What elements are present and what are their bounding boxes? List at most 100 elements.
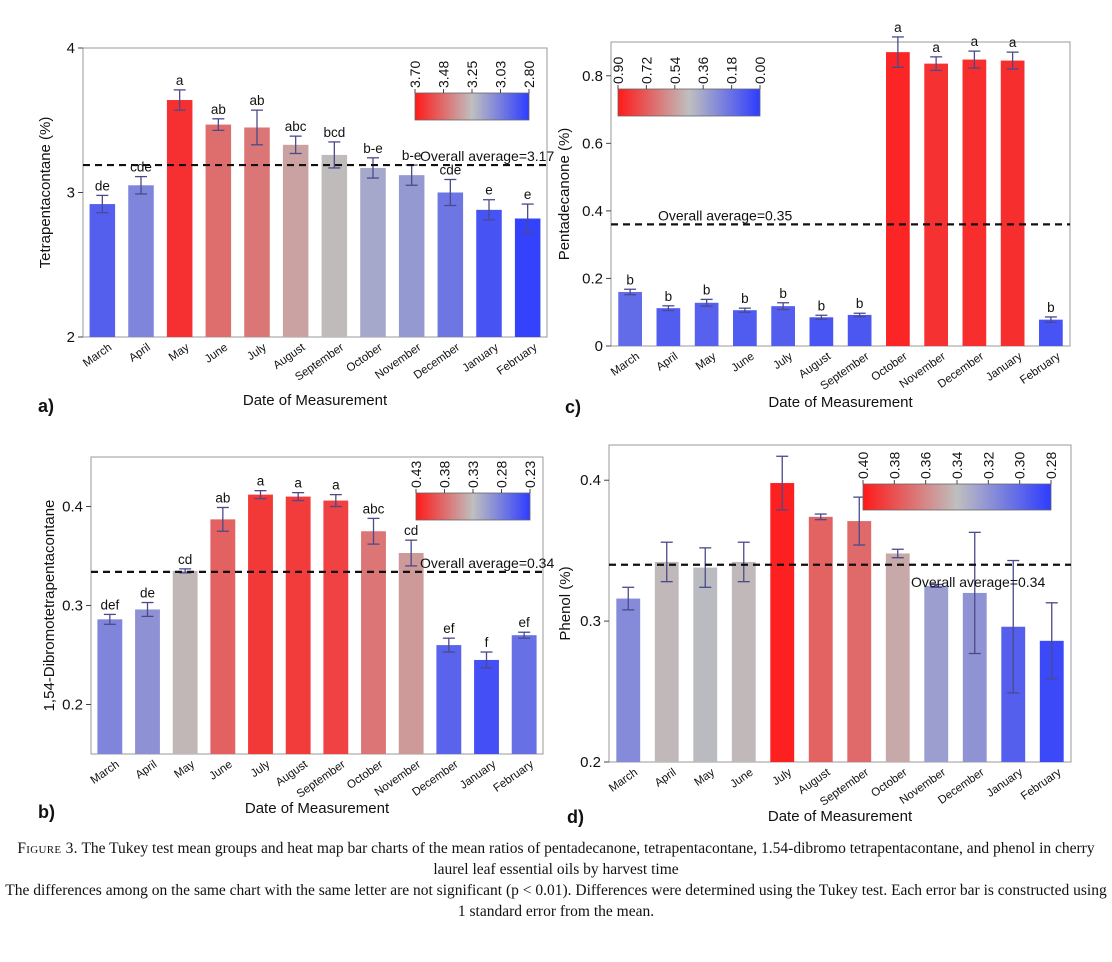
x-axis-label: Date of Measurement [768,394,913,411]
panel-label: c) [565,397,581,417]
panel-label: b) [38,802,55,822]
group-letter: e [524,187,532,202]
group-letter: b [703,282,711,297]
colorbar-tick-label: 0.40 [855,452,871,479]
colorbar-tick-label: 0.18 [724,57,740,84]
bar [248,494,273,754]
x-tick-label: January [460,341,501,374]
bar [962,59,987,346]
bar [924,585,949,762]
x-tick-label: July [771,350,795,372]
y-tick-label: 0.3 [62,598,83,615]
bar [282,144,309,337]
colorbar-tick-label: 0.28 [1043,452,1059,479]
bar [809,317,834,346]
y-tick-label: 0.4 [580,472,601,489]
colorbar-tick-label: 0.23 [522,461,538,488]
average-label: Overall average=0.35 [658,207,792,223]
colorbar-tick-label: 0.33 [465,461,481,488]
x-tick-label: July [245,341,269,363]
caption-title-line: Figure 3. The Tukey test mean groups and… [0,838,1112,880]
bar [1039,319,1063,346]
bar [1000,60,1025,346]
bar [285,496,311,754]
group-letter: a [1009,35,1017,50]
group-letter: de [95,178,110,193]
x-tick-label: February [495,341,540,377]
x-tick-label: May [692,766,717,788]
group-letter: cde [439,162,461,177]
bar [731,561,756,762]
group-letter: b-e [363,141,383,156]
bar [886,52,910,347]
bar [885,553,910,762]
x-tick-label: February [1019,766,1064,802]
chart-panel-b: 0.2 0.3 0.41,54-Dibromotetrapentacontane de… [38,456,554,822]
colorbar-tick-label: 0.38 [886,452,902,479]
y-tick-label: 0.6 [582,135,603,152]
x-tick-label: May [694,350,719,372]
average-label: Overall average=3.17 [420,148,554,164]
colorbar-tick-label: 3.03 [493,61,509,88]
colorbar-tick-label: 0.72 [638,57,654,84]
bar [654,561,679,762]
bar [733,310,757,346]
bar [398,553,424,754]
bar [847,314,872,346]
y-tick-label: 0.3 [580,613,601,630]
plot-frame [610,41,1071,347]
panel-label: d) [567,807,584,827]
colorbar-tick-label: 0.32 [980,452,996,479]
colorbar-tick-label: 0.34 [949,452,965,479]
x-tick-label: June [207,759,234,783]
bar [770,483,795,762]
y-tick-label: 0 [595,338,603,355]
chart-panel-d: 0.2 0.3 0.4 Phenol (%) March April May June July… [557,444,1072,827]
bar [172,570,198,754]
group-letter: b [1047,300,1055,315]
bar [656,308,681,346]
colorbar-tick-label: 0.38 [437,461,453,488]
caption-title: The Tukey test mean groups and heat map … [81,840,1095,878]
x-tick-label: May [167,341,192,363]
y-tick-label: 3 [67,185,75,202]
bar [437,192,464,337]
bar [323,500,349,754]
bar [97,619,123,754]
x-tick-label: March [81,342,114,370]
bar [210,519,236,754]
bar [321,154,348,337]
bar [476,209,502,337]
bar [616,598,641,762]
colorbar-tick-label: 0.36 [695,57,711,84]
bar [1039,640,1064,762]
x-tick-label: April [134,759,160,782]
y-tick-label: 0.2 [580,754,601,771]
average-label: Overall average=0.34 [420,555,554,571]
bar [205,124,232,338]
y-tick-label: 2 [67,329,75,346]
average-label: Overall average=0.34 [911,574,1045,590]
x-tick-label: June [203,342,230,366]
bar [474,659,499,754]
bar [1001,626,1026,762]
bar [511,635,537,754]
colorbar-tick-label: 0.90 [610,57,626,84]
x-tick-label: March [89,759,122,787]
group-letter: a [932,40,940,55]
y-axis-label: Pentadecanone (%) [556,128,573,261]
group-letter: a [894,20,902,35]
colorbar-tick-label: 0.36 [918,452,934,479]
plot-frame [608,444,1072,763]
chart-panel-c: 0 0.2 0.4 0.6 0.8 Pentadecanone (%) b March b Apr… [556,20,1071,417]
group-letter: abc [363,501,385,516]
colorbar-tick-label: 3.48 [436,61,452,88]
group-letter: b [741,291,749,306]
bar [808,516,833,762]
bar [128,185,154,337]
x-tick-label: June [728,767,755,791]
bar [436,645,462,754]
x-tick-label: March [607,767,640,795]
x-tick-label: February [491,758,536,794]
group-letter: cd [178,552,192,567]
